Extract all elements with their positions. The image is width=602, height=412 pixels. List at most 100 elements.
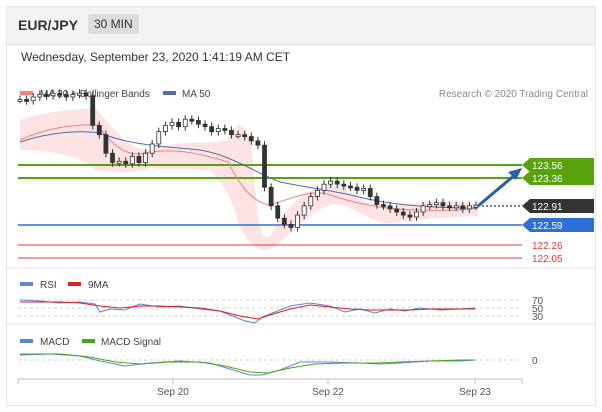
candle-body — [110, 152, 115, 163]
x-label-sep23: Sep 23 — [459, 387, 491, 398]
candle-body — [90, 95, 96, 126]
candle-body — [262, 144, 267, 188]
candle-body — [381, 204, 386, 207]
candle-body — [420, 205, 426, 213]
candle-body — [235, 134, 241, 138]
chart-header: EUR/JPY 30 MIN — [7, 7, 595, 45]
candle-body — [387, 205, 393, 210]
target-label-2: 122.05 — [532, 254, 563, 265]
candle-body — [433, 202, 439, 206]
candle-body — [209, 126, 215, 132]
candle-body — [116, 160, 122, 164]
candle-body — [196, 120, 201, 125]
support-label: 122.59 — [532, 221, 563, 232]
x-label-sep20: Sep 20 — [157, 387, 189, 398]
candle-body — [136, 155, 142, 163]
candle-body — [57, 92, 63, 96]
candle-body — [30, 96, 36, 102]
rsi-ma-legend-swatch — [68, 282, 81, 286]
candle-body — [295, 214, 300, 228]
candle-body — [334, 180, 340, 185]
candle-body — [17, 99, 23, 102]
rsi-line — [19, 299, 476, 324]
candle-body — [103, 134, 109, 154]
candle-body — [70, 94, 76, 98]
candle-body — [176, 121, 182, 128]
credit-text: Research © 2020 Trading Central — [439, 89, 588, 100]
candle-body — [44, 94, 49, 97]
candle-body — [400, 211, 406, 216]
resistance-label-2: 123.36 — [532, 174, 563, 185]
candle-body — [189, 118, 195, 122]
candle-body — [301, 205, 307, 216]
rsi-legend-swatch — [20, 282, 33, 286]
ma20-legend-swatch — [20, 91, 33, 95]
candle-body — [129, 155, 135, 165]
candle-body — [407, 214, 413, 218]
macd-signal-line — [20, 353, 475, 374]
resistance-label-2-bg — [522, 171, 594, 185]
candle-body — [202, 123, 208, 128]
candle-body — [328, 180, 334, 185]
ma50-legend-swatch — [163, 91, 176, 95]
candles-group — [17, 89, 479, 232]
macd-legend-swatch — [20, 339, 33, 343]
candle-body — [162, 125, 168, 132]
candle-body — [248, 136, 254, 142]
target-label-1: 122.26 — [532, 241, 563, 252]
last-price-label: 122.91 — [532, 202, 563, 213]
rsi-tick-50: 50 — [532, 304, 544, 315]
candle-body — [215, 128, 221, 132]
candle-body — [473, 204, 479, 208]
candle-body — [440, 202, 446, 207]
candle-body — [229, 129, 234, 136]
timestamp: Wednesday, September 23, 2020 1:41:19 AM… — [21, 50, 291, 64]
timeframe-badge[interactable]: 30 MIN — [88, 14, 139, 34]
resistance-label-1-bg — [522, 158, 594, 172]
candle-body — [123, 160, 129, 165]
rsi-ma-legend-label: 9MA — [88, 280, 109, 291]
last-price-label-bg — [522, 199, 594, 213]
candle-body — [460, 205, 466, 210]
x-label-sep22: Sep 22 — [312, 387, 344, 398]
candle-body — [255, 140, 261, 146]
forecast-arrow — [477, 172, 517, 208]
candle-body — [149, 143, 155, 154]
forecast-arrow-head — [508, 168, 522, 180]
candle-body — [63, 94, 69, 98]
instrument-title: EUR/JPY — [18, 17, 78, 33]
candle-body — [222, 128, 228, 131]
candle-body — [83, 92, 89, 97]
candle-body — [348, 185, 353, 189]
candle-body — [314, 189, 320, 197]
candle-body — [37, 94, 43, 98]
candle-body — [288, 223, 294, 228]
candle-body — [96, 125, 102, 136]
rsi-tick-30: 30 — [532, 312, 544, 323]
chart-frame: EUR/JPY 30 MIN Wednesday, September 23, … — [6, 6, 596, 406]
candle-body — [321, 183, 327, 191]
macd-line — [19, 353, 476, 376]
candle-body — [182, 118, 188, 128]
support-label-bg — [522, 218, 594, 232]
macd-legend-label: MACD — [40, 337, 69, 348]
resistance-label-1: 123.56 — [532, 161, 563, 172]
candle-body — [374, 196, 380, 205]
candle-body — [367, 188, 373, 197]
ma50-legend-label: MA 50 — [182, 89, 211, 100]
candle-body — [242, 134, 248, 138]
candle-body — [281, 217, 287, 225]
candle-body — [77, 92, 82, 96]
candle-body — [354, 186, 360, 191]
macd-tick-0: 0 — [532, 356, 538, 367]
candle-body — [414, 211, 419, 218]
candle-body — [466, 205, 472, 210]
rsi-ma-line — [20, 301, 475, 320]
candle-body — [169, 121, 175, 126]
candle-body — [268, 186, 274, 207]
candle-body — [50, 92, 56, 97]
candle-body — [361, 188, 367, 191]
candle-body — [394, 208, 400, 213]
macd-signal-legend-swatch — [82, 339, 95, 343]
